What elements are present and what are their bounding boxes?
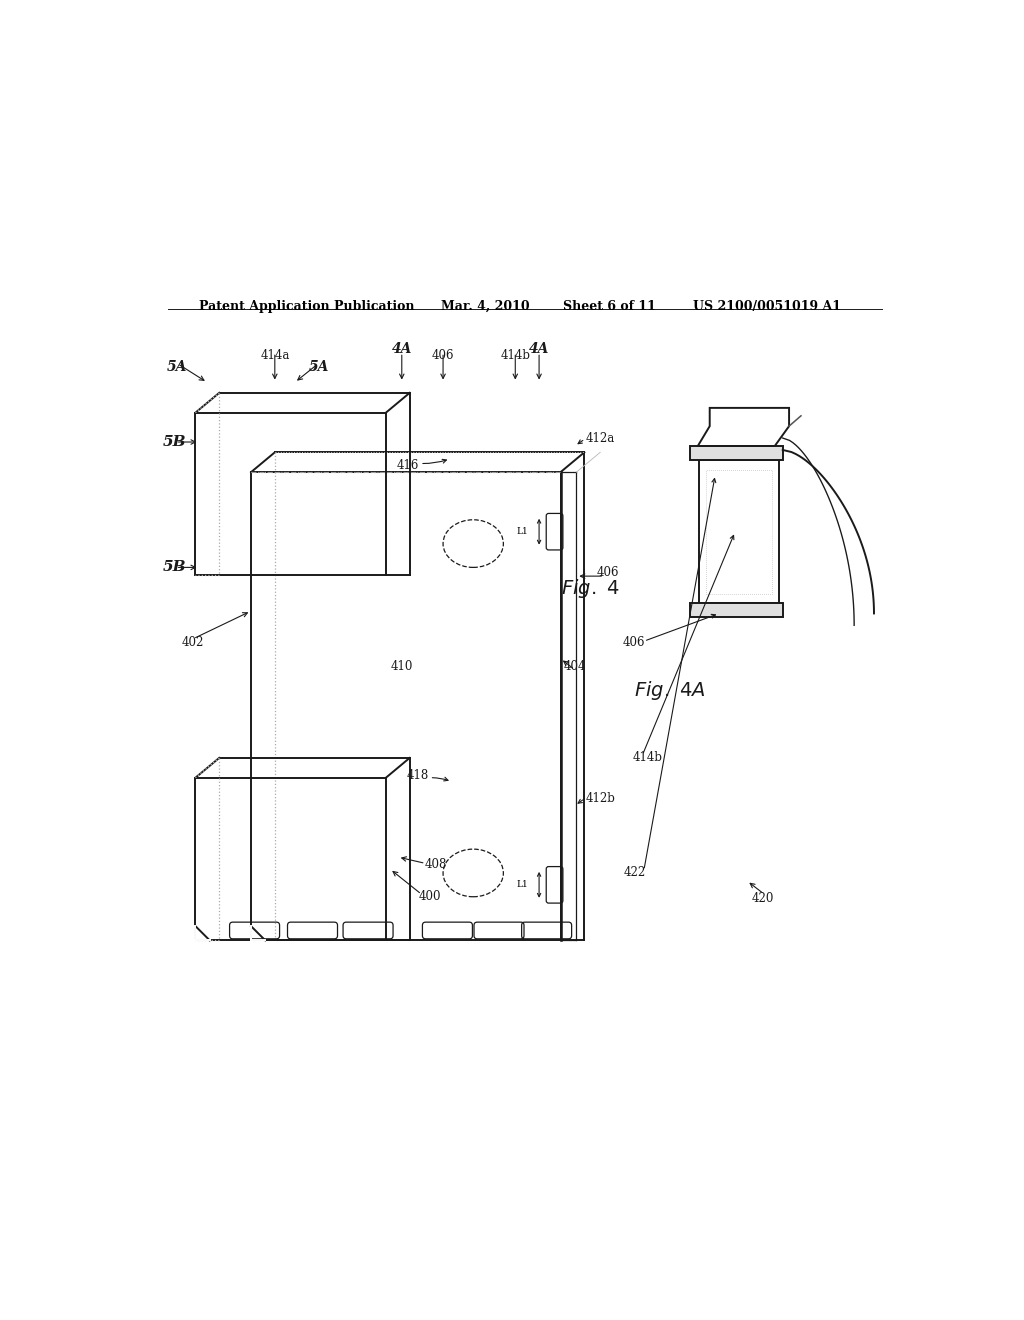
Text: 5A: 5A <box>167 359 187 374</box>
Text: 414a: 414a <box>260 348 290 362</box>
Text: 402: 402 <box>182 636 204 649</box>
Text: Sheet 6 of 11: Sheet 6 of 11 <box>563 300 655 313</box>
Text: $\mathit{Fig.\ 4}$: $\mathit{Fig.\ 4}$ <box>560 577 620 601</box>
Text: 4A: 4A <box>391 342 412 356</box>
Text: US 2100/0051019 A1: US 2100/0051019 A1 <box>693 300 841 313</box>
Text: L1: L1 <box>516 880 528 890</box>
Text: 418: 418 <box>407 768 429 781</box>
Text: 408: 408 <box>425 858 447 871</box>
Bar <box>251 473 560 940</box>
Text: 420: 420 <box>752 892 774 904</box>
Text: 5B: 5B <box>162 561 185 574</box>
Text: 5A: 5A <box>308 359 329 374</box>
Text: Patent Application Publication: Patent Application Publication <box>200 300 415 313</box>
Bar <box>690 446 782 461</box>
Text: L1: L1 <box>516 527 528 536</box>
Text: 404: 404 <box>563 660 586 673</box>
Bar <box>690 603 782 618</box>
Text: 410: 410 <box>390 660 413 673</box>
Bar <box>196 413 386 576</box>
Text: 400: 400 <box>419 890 440 903</box>
Text: 4A: 4A <box>529 342 549 356</box>
Text: $\mathit{Fig.\ 4A}$: $\mathit{Fig.\ 4A}$ <box>634 678 707 702</box>
Text: 406: 406 <box>597 566 620 579</box>
Text: Mar. 4, 2010: Mar. 4, 2010 <box>441 300 530 313</box>
Bar <box>706 470 772 594</box>
Text: 414b: 414b <box>633 751 663 764</box>
Bar <box>196 777 386 940</box>
Text: 406: 406 <box>432 348 455 362</box>
Text: 414b: 414b <box>501 348 530 362</box>
Text: 422: 422 <box>624 866 645 879</box>
Text: 412a: 412a <box>586 433 615 445</box>
Bar <box>699 461 778 603</box>
Text: 416: 416 <box>396 458 419 471</box>
Text: 412b: 412b <box>586 792 615 805</box>
Text: 406: 406 <box>623 636 645 649</box>
Text: 5B: 5B <box>162 436 185 449</box>
